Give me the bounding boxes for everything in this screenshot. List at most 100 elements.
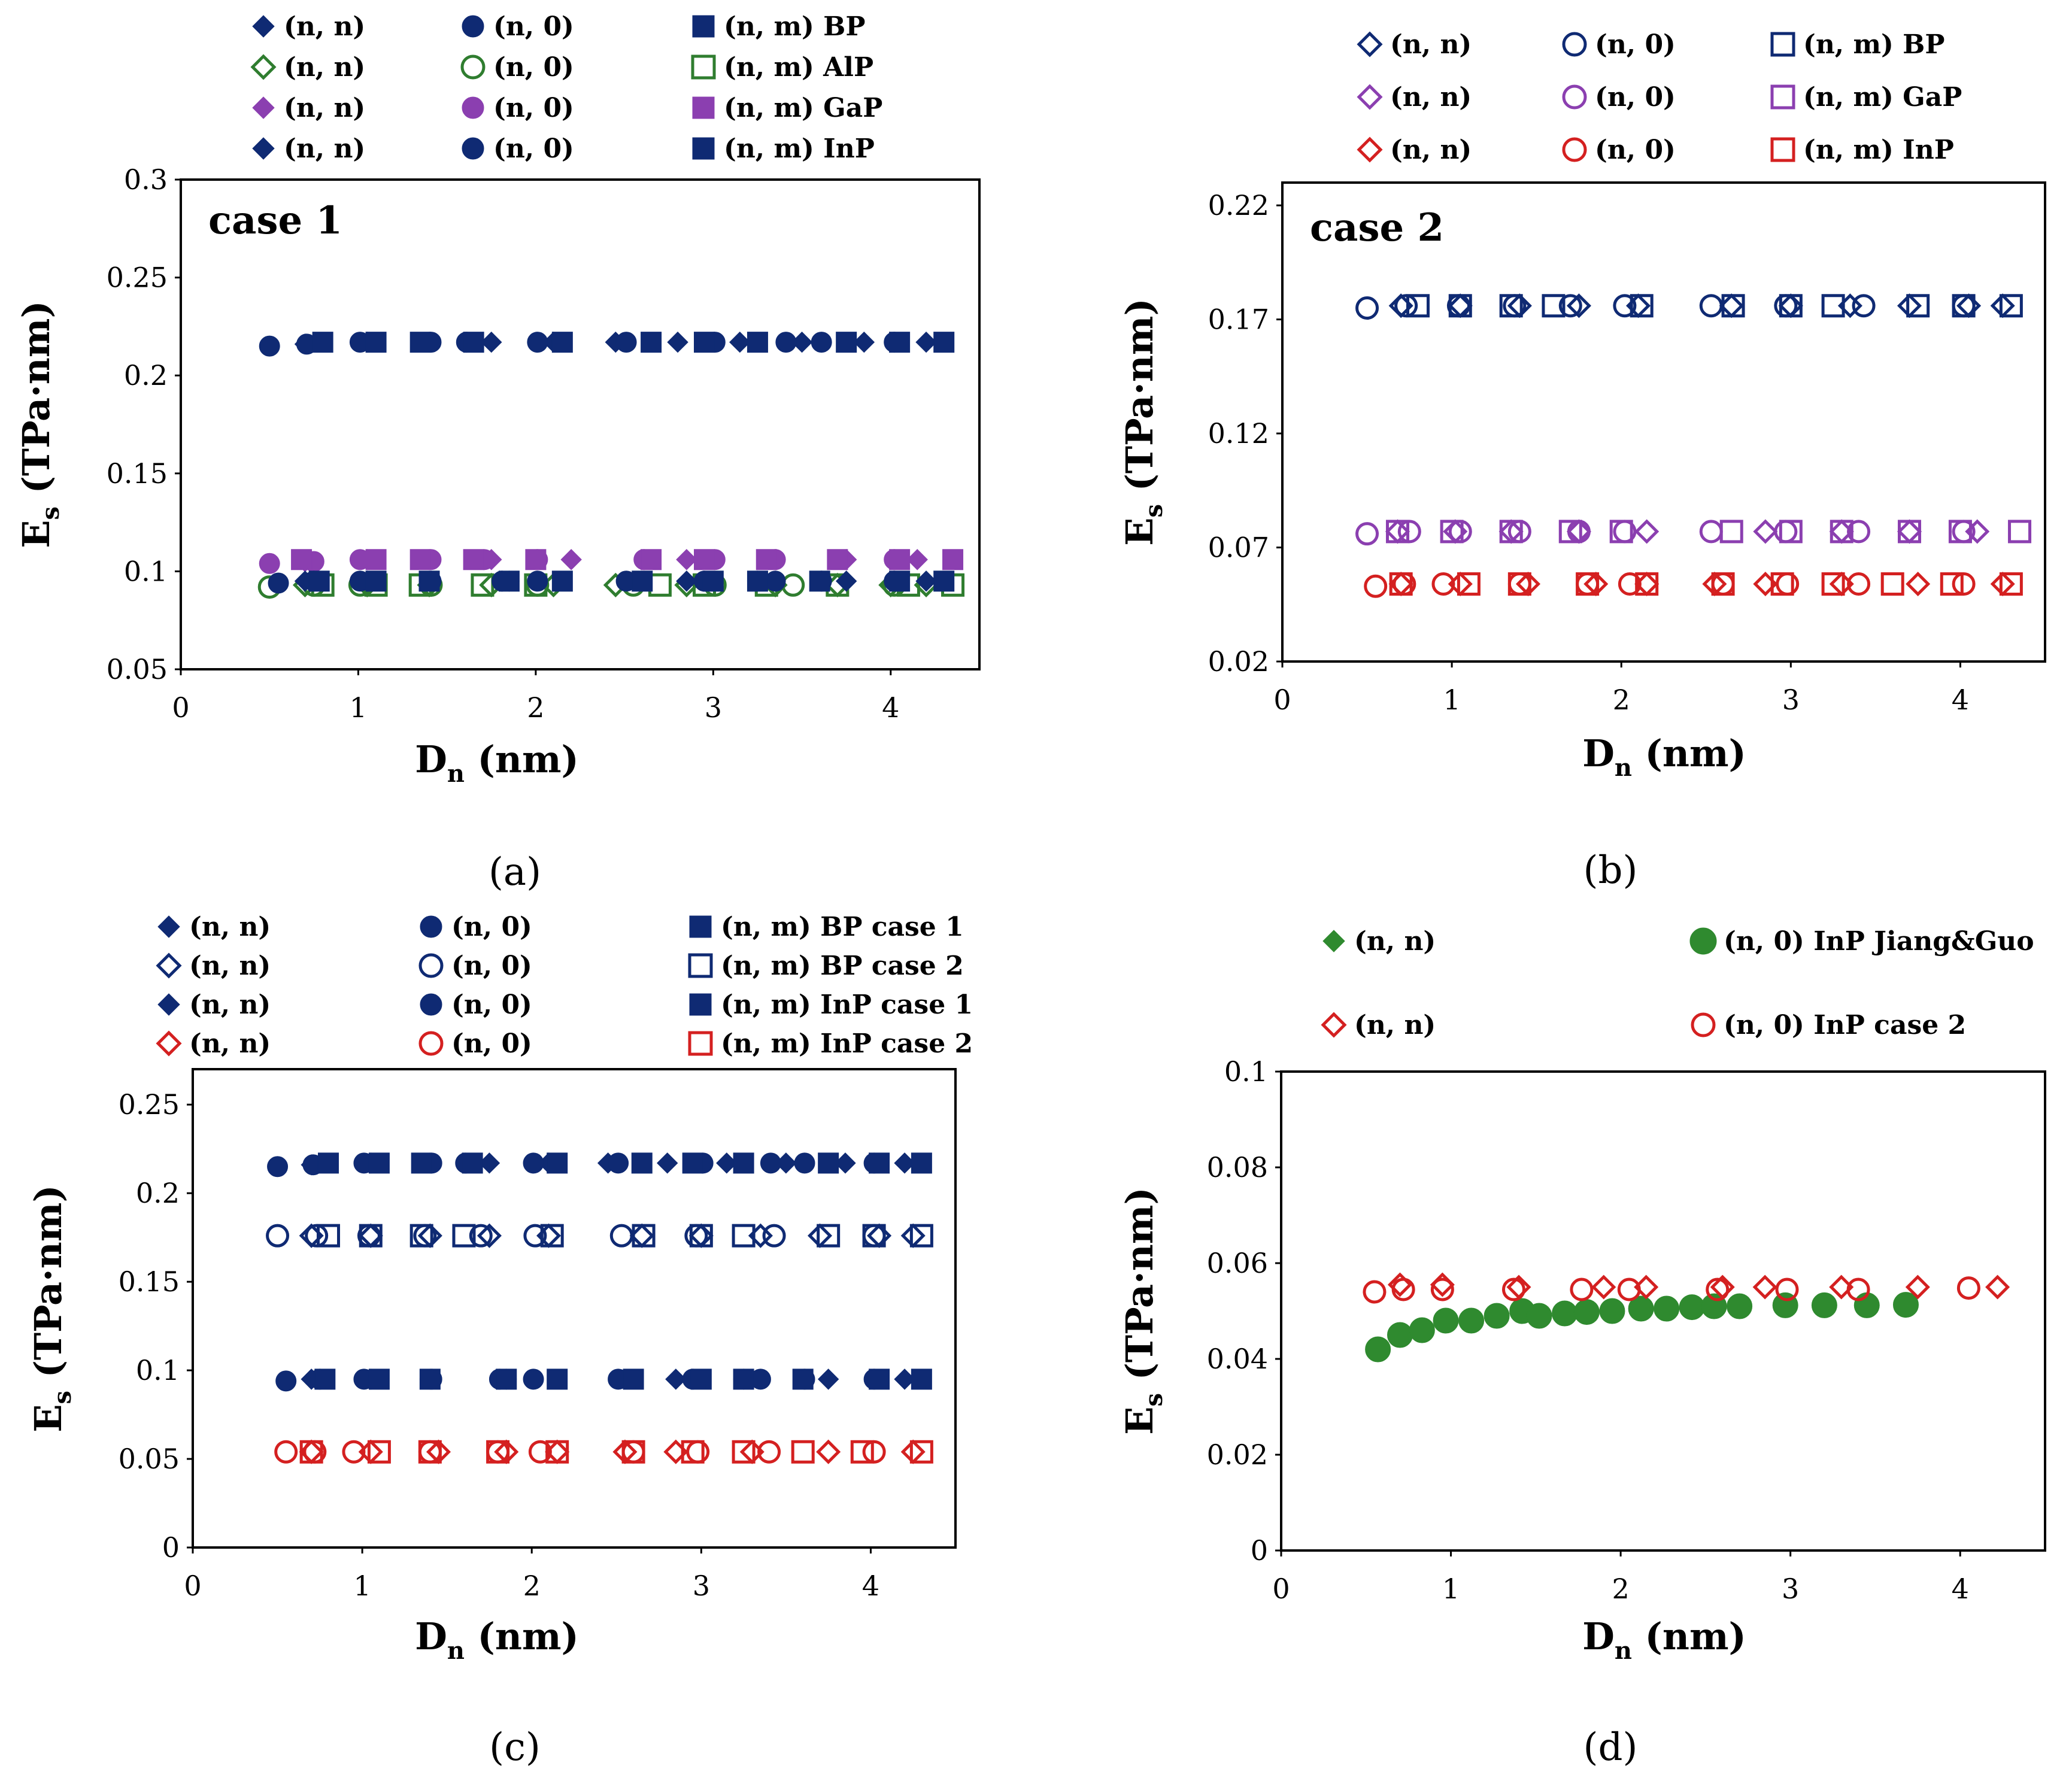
data-point (312, 332, 333, 353)
x-axis-label: Dn (nm) (415, 738, 579, 788)
x-tick-label: 3 (693, 1570, 710, 1602)
legend-marker (1770, 84, 1795, 110)
series-10 (268, 571, 905, 594)
legend-entry: (n, m) BP case 2 (688, 951, 964, 981)
legend-marker (1770, 137, 1795, 162)
data-point (1775, 1278, 1799, 1301)
data-point (900, 1439, 926, 1464)
data-point (1906, 571, 1931, 597)
data-point (1386, 520, 1410, 544)
data-point (463, 332, 484, 353)
panel-b: 0.02 0.07 0.12 0.17 0.22 0 1 2 3 4 Es (TPa·nm) Dn (… (1118, 29, 2046, 893)
data-point (853, 331, 875, 353)
data-point (809, 571, 830, 592)
data-point (1779, 520, 1803, 544)
data-point (523, 1152, 544, 1174)
data-point (462, 1152, 483, 1174)
data-point (889, 571, 911, 592)
legend-label: (n, n) (1390, 82, 1472, 113)
legend-entry: (n, m) AlP (691, 52, 873, 83)
data-point (909, 1224, 933, 1248)
legend-marker (252, 96, 275, 119)
data-point (747, 571, 768, 592)
data-point (1774, 520, 1798, 544)
data-point (1847, 572, 1871, 596)
legend-marker (692, 137, 715, 160)
data-point (1542, 294, 1566, 318)
data-point (694, 549, 715, 571)
data-point (676, 549, 697, 571)
data-point (1576, 572, 1600, 596)
series-11 (308, 571, 955, 592)
data-point (545, 1440, 569, 1464)
x-tick-label: 2 (1613, 684, 1630, 716)
legend-marker (462, 15, 484, 38)
data-point (1706, 1278, 1730, 1301)
data-point (418, 571, 440, 592)
y-tick-label: 0.08 (1207, 1151, 1268, 1184)
data-point (523, 1224, 547, 1248)
data-point (911, 1369, 932, 1390)
panel-caption: (a) (489, 850, 541, 894)
legend-label: (n, n) (1354, 1010, 1436, 1040)
data-point (409, 332, 431, 353)
legend-entry: (n, n) (252, 133, 365, 164)
data-point (1363, 1280, 1387, 1304)
data-point (274, 1440, 298, 1464)
legend-entry: (n, 0) (462, 11, 574, 42)
data-point (756, 549, 777, 571)
data-point (869, 1152, 890, 1174)
series-8 (291, 549, 964, 571)
data-point (641, 549, 662, 571)
data-point (900, 1223, 926, 1248)
data-point (1355, 522, 1379, 546)
data-point (682, 1152, 703, 1174)
data-point (835, 571, 857, 592)
legend-marker (1770, 32, 1795, 57)
y-tick-label: 0.04 (1207, 1343, 1268, 1375)
legend-label: (n, 0) (493, 52, 574, 83)
data-point (1387, 1322, 1413, 1348)
data-point (1433, 1307, 1459, 1334)
data-point (733, 1369, 754, 1390)
svg-text:Es (TPa·nm): Es (TPa·nm) (14, 301, 65, 548)
data-point (1499, 520, 1523, 544)
y-tick-label: 0.02 (1207, 1439, 1268, 1471)
legend-marker (1357, 136, 1383, 163)
legend-marker (252, 15, 275, 38)
data-point (368, 1152, 390, 1174)
legend-marker (462, 137, 484, 160)
data-point (1355, 296, 1379, 320)
legend-entry: (n, n) (1357, 135, 1472, 165)
x-tick-label: 0 (172, 691, 189, 724)
data-point (1440, 520, 1464, 544)
data-point (1779, 294, 1803, 318)
data-point (486, 1440, 510, 1464)
series-1 (1365, 1292, 1919, 1363)
x-tick-label: 4 (1952, 1573, 1969, 1605)
data-point (792, 1369, 814, 1390)
legend-entry: (n, n) (157, 912, 271, 942)
panel-caption: (d) (1583, 1725, 1638, 1769)
data-point (1406, 294, 1430, 318)
legend-entry: (n, 0) (418, 1028, 532, 1059)
legend-marker (692, 96, 715, 119)
data-point (942, 549, 964, 571)
x-tick-label: 3 (1782, 684, 1800, 716)
data-point (268, 572, 289, 594)
legend-label: (n, n) (1390, 135, 1472, 165)
data-point (1448, 294, 1472, 318)
legend-entry: (n, 0) (462, 93, 574, 123)
data-point (811, 332, 832, 353)
legend-entry: (n, m) BP (1770, 29, 1944, 60)
data-point (1501, 1278, 1525, 1301)
data-point (1431, 572, 1455, 596)
data-point (1397, 520, 1421, 544)
data-point (1634, 519, 1660, 544)
series-2 (1387, 1272, 2010, 1300)
data-point (368, 1369, 390, 1390)
y-tick-label: 0 (1251, 1534, 1268, 1567)
y-tick-label: 0.12 (1208, 417, 1269, 450)
y-tick-label: 0.17 (1208, 304, 1269, 336)
y-tick-label: 0.2 (136, 1177, 180, 1209)
